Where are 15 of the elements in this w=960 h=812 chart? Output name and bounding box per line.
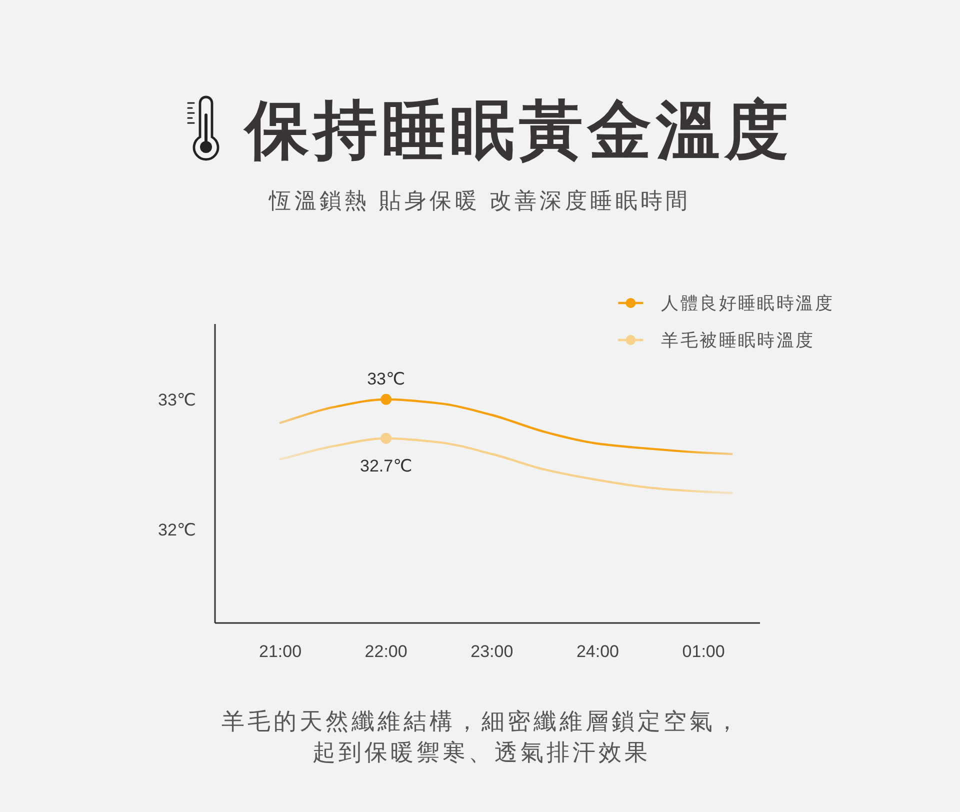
xtick: 22:00: [364, 642, 408, 661]
xtick: 01:00: [682, 642, 725, 661]
annotation: 33℃: [367, 369, 406, 388]
annotation: 32.7℃: [360, 456, 412, 476]
legend-label: 人體良好睡眠時溫度: [661, 293, 834, 313]
ytick: 32℃: [158, 520, 196, 540]
ytick: 33℃: [158, 390, 196, 410]
caption: 羊毛的天然纖維結構，細密纖維層鎖定空氣，: [222, 708, 742, 734]
xtick: 23:00: [470, 642, 514, 661]
xtick: 24:00: [576, 642, 619, 661]
xtick: 21:00: [258, 642, 302, 661]
caption: 起到保暖禦寒、透氣排汗效果: [312, 739, 650, 765]
legend-label: 羊毛被睡眠時溫度: [661, 330, 815, 350]
title: 保持睡眠黃金溫度: [245, 95, 793, 166]
subtitle: 恆溫鎖熱 貼身保暖 改善深度睡眠時間: [269, 188, 691, 213]
